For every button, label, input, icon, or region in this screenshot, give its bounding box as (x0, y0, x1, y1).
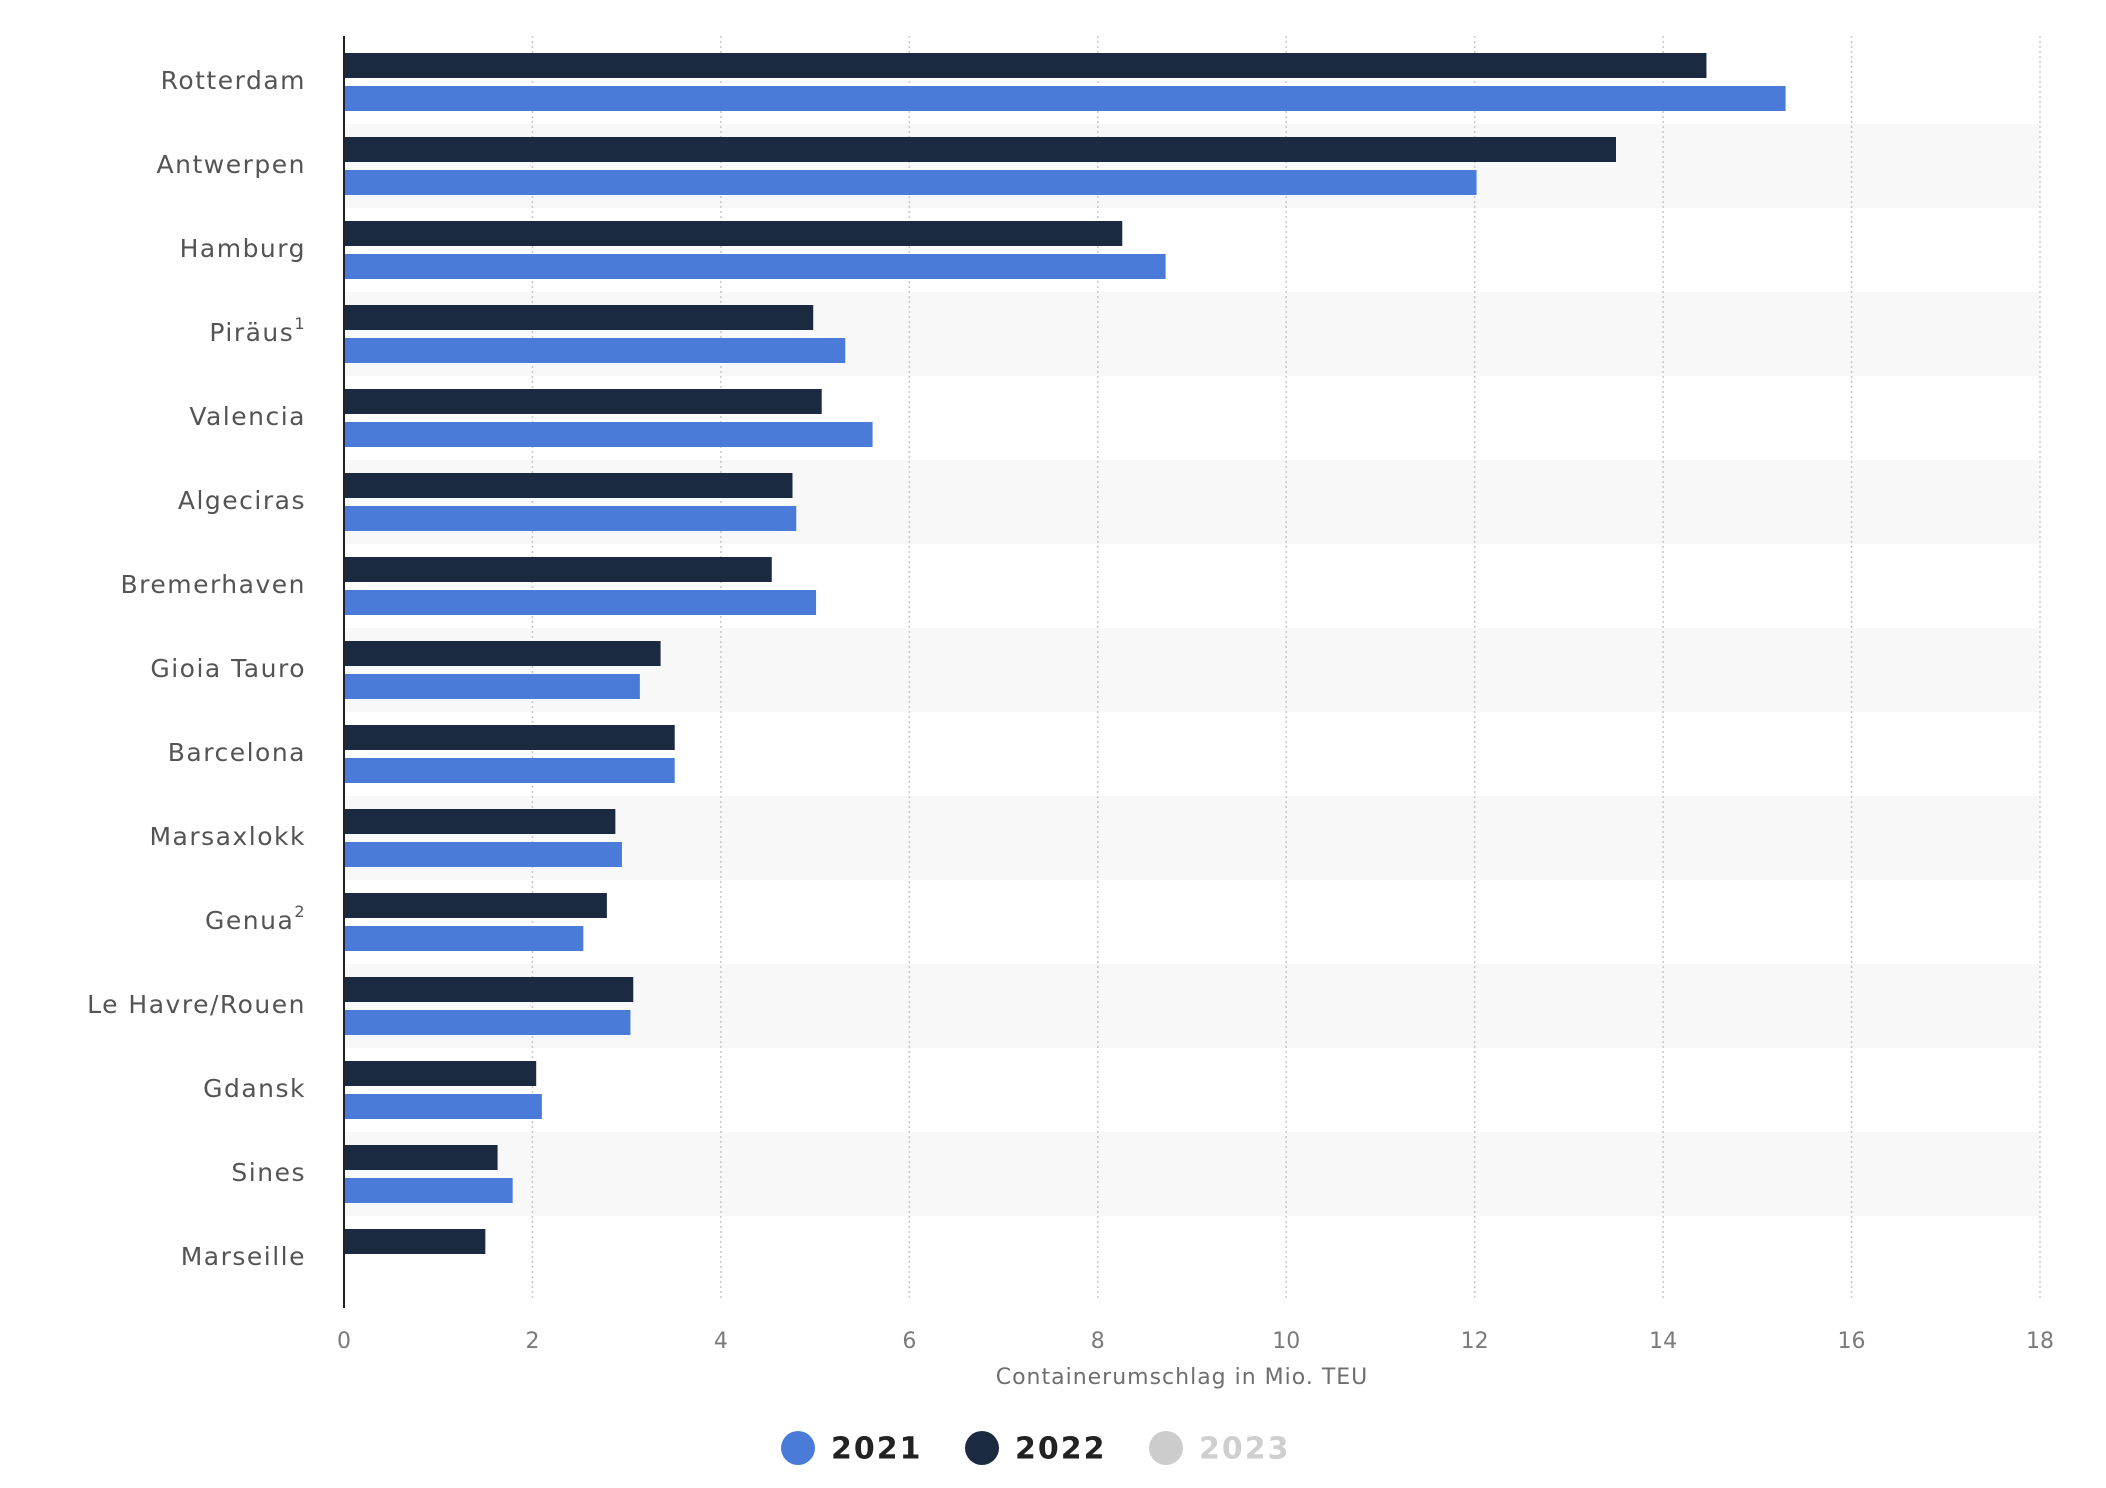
x-tick-label: 16 (1838, 1329, 1866, 1354)
row-bands (344, 124, 2040, 1216)
category-label: Rotterdam (161, 66, 306, 95)
bar-2022[interactable] (344, 473, 793, 498)
row-band (344, 460, 2040, 544)
category-label: Marsaxlokk (149, 822, 306, 851)
bar-2021[interactable] (344, 422, 873, 447)
bar-2022[interactable] (344, 221, 1123, 246)
bar-2021[interactable] (344, 86, 1786, 111)
legend-marker[interactable] (781, 1431, 815, 1465)
bar-2021[interactable] (344, 254, 1166, 279)
category-label: Barcelona (168, 738, 306, 767)
x-tick-label: 14 (1649, 1329, 1677, 1354)
x-tick-label: 2 (525, 1329, 539, 1354)
x-tick-label: 18 (2026, 1329, 2054, 1354)
bar-2022[interactable] (344, 389, 822, 414)
category-label: Marseille (181, 1242, 306, 1271)
category-label: Algeciras (178, 486, 306, 515)
bar-2022[interactable] (344, 53, 1707, 78)
bar-2021[interactable] (344, 338, 846, 363)
category-label: Antwerpen (157, 150, 306, 179)
bar-2021[interactable] (344, 506, 797, 531)
bar-2021[interactable] (344, 1178, 513, 1203)
category-label: Le Havre/Rouen (87, 990, 306, 1019)
bar-2022[interactable] (344, 641, 661, 666)
row-band (344, 124, 2040, 208)
category-label: Hamburg (180, 234, 306, 263)
bar-2022[interactable] (344, 1145, 498, 1170)
bar-2021[interactable] (344, 674, 640, 699)
x-axis-title: Containerumschlag in Mio. TEU (996, 1365, 1369, 1390)
bar-2021[interactable] (344, 1094, 542, 1119)
row-band (344, 796, 2040, 880)
bar-2022[interactable] (344, 1229, 486, 1254)
bar-2022[interactable] (344, 137, 1616, 162)
row-band (344, 628, 2040, 712)
legend-marker[interactable] (1149, 1431, 1183, 1465)
bars (344, 53, 1786, 1254)
legend-marker[interactable] (965, 1431, 999, 1465)
row-band (344, 964, 2040, 1048)
row-band (344, 292, 2040, 376)
bar-2021[interactable] (344, 170, 1477, 195)
bar-2021[interactable] (344, 926, 584, 951)
x-tick-label: 10 (1272, 1329, 1300, 1354)
legend-label[interactable]: 2022 (1015, 1432, 1107, 1467)
bar-2021[interactable] (344, 1010, 631, 1035)
category-label: Piräus1 (209, 314, 306, 348)
category-label: Genua2 (205, 902, 306, 936)
category-label: Valencia (189, 402, 306, 431)
bar-2022[interactable] (344, 557, 772, 582)
x-tick-labels: 0 2 4 6 8 10 12 14 16 18 (337, 1329, 2054, 1354)
bar-2022[interactable] (344, 893, 607, 918)
bar-2022[interactable] (344, 977, 634, 1002)
bar-2022[interactable] (344, 1061, 537, 1086)
category-label: Gdansk (203, 1074, 306, 1103)
x-tick-label: 6 (902, 1329, 916, 1354)
legend: 2021 2022 2023 (781, 1431, 1291, 1467)
bar-2022[interactable] (344, 809, 616, 834)
bar-2021[interactable] (344, 758, 675, 783)
x-tick-label: 12 (1461, 1329, 1489, 1354)
bar-2022[interactable] (344, 305, 814, 330)
row-band (344, 1132, 2040, 1216)
x-tick-label: 0 (337, 1329, 351, 1354)
legend-label[interactable]: 2023 (1199, 1432, 1291, 1467)
category-label: Gioia Tauro (150, 654, 306, 683)
bar-2022[interactable] (344, 725, 675, 750)
category-labels: Rotterdam Antwerpen Hamburg Piräus1 Valencia… (87, 66, 306, 1271)
bar-2021[interactable] (344, 590, 817, 615)
gridlines (531, 36, 2041, 1300)
bar-2021[interactable] (344, 842, 622, 867)
category-label: Bremerhaven (120, 570, 306, 599)
category-label: Sines (231, 1158, 306, 1187)
x-tick-label: 4 (714, 1329, 728, 1354)
x-tick-label: 8 (1091, 1329, 1105, 1354)
legend-label[interactable]: 2021 (831, 1432, 923, 1467)
